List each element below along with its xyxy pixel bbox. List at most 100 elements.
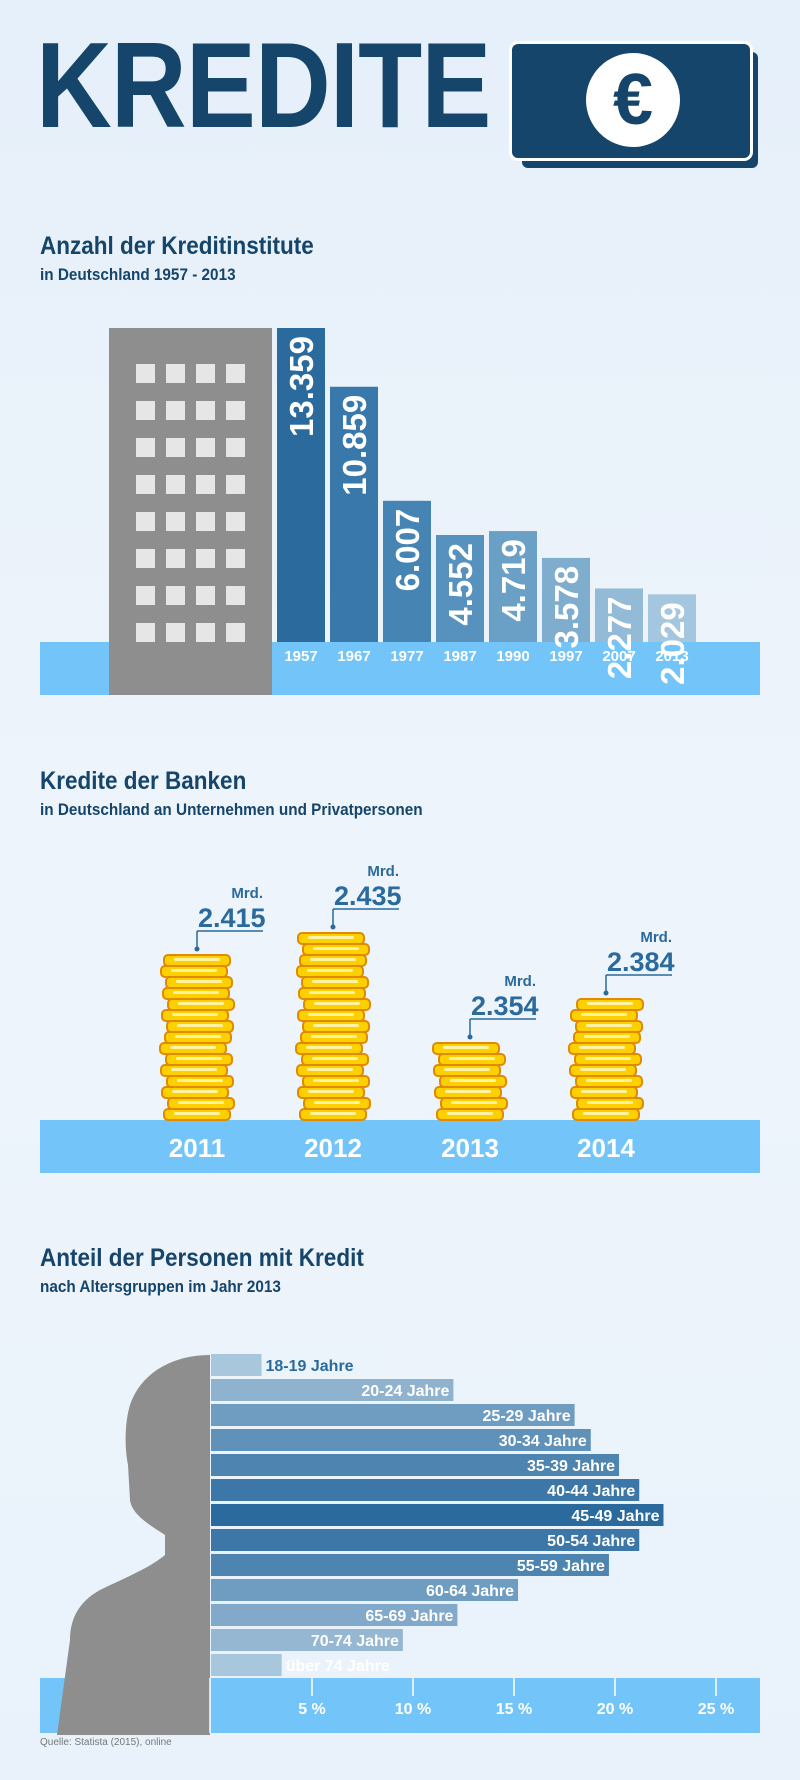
- coin-shine: [176, 980, 222, 983]
- institutes-year-label: 1967: [337, 648, 370, 665]
- coin-shine: [586, 1024, 632, 1027]
- coin-shine: [584, 1035, 630, 1038]
- building-window: [226, 475, 245, 494]
- age-bar: [211, 1554, 609, 1576]
- age-bar: [211, 1579, 519, 1601]
- loan-callout-dot: [194, 946, 200, 952]
- age-bar: [211, 1404, 575, 1426]
- building-window: [196, 549, 215, 568]
- institutes-chart: 13.359 1957 10.859 1967 6.007 1977 4.552 1987 4.…: [40, 328, 760, 695]
- coin-shine: [172, 1090, 218, 1093]
- loan-unit-label: Mrd.: [231, 885, 263, 902]
- coin-shine: [312, 1057, 358, 1060]
- building-window: [136, 549, 155, 568]
- coin-stack-icon: [432, 1042, 508, 1121]
- coin-stack-icon: [295, 932, 371, 1121]
- building-window: [166, 364, 185, 383]
- institutes-title: Anzahl der Kreditinstitute: [40, 232, 314, 260]
- tick-label: 25 %: [698, 1701, 734, 1718]
- building-window: [196, 623, 215, 642]
- coin-stack-icon: [568, 998, 644, 1121]
- building-window: [166, 586, 185, 605]
- coin-shine: [174, 958, 220, 961]
- building-window: [226, 401, 245, 420]
- coin-shine: [171, 1068, 217, 1071]
- building-window: [136, 438, 155, 457]
- loan-unit-label: Mrd.: [640, 929, 672, 946]
- loan-unit-label: Mrd.: [504, 973, 536, 990]
- age-group-label: 60-64 Jahre: [426, 1583, 514, 1600]
- building-window: [196, 512, 215, 531]
- age-bar: [211, 1429, 591, 1451]
- coin-shine: [580, 1068, 626, 1071]
- building-window: [166, 512, 185, 531]
- building-window: [136, 364, 155, 383]
- age-group-label: 20-24 Jahre: [361, 1383, 449, 1400]
- age-group-label: 18-19 Jahre: [266, 1358, 354, 1375]
- coin-shine: [314, 1002, 360, 1005]
- loan-year-label: 2013: [441, 1133, 499, 1163]
- institutes-value-label: 4.719: [495, 539, 532, 622]
- institutes-value-label: 10.859: [336, 395, 373, 496]
- coin-shine: [313, 947, 359, 950]
- euro-sign-icon: €: [612, 60, 654, 140]
- institutes-value-label: 13.359: [283, 336, 320, 437]
- coin-shine: [444, 1068, 490, 1071]
- coin-shine: [310, 1112, 356, 1115]
- loan-year-label: 2012: [304, 1133, 362, 1163]
- tick-label: 20 %: [597, 1701, 633, 1718]
- loans-chart: 2.415Mrd.20112.435Mrd.20122.354Mrd.20132…: [40, 863, 760, 1173]
- euro-coin-circle: [586, 53, 680, 147]
- coin-shine: [309, 991, 355, 994]
- institutes-year-label: 1997: [549, 648, 582, 665]
- institutes-bar-1997: [542, 557, 590, 642]
- coin-shine: [586, 1079, 632, 1082]
- loan-year-label: 2011: [169, 1133, 225, 1163]
- coin-shine: [308, 1013, 354, 1016]
- age-group-label: 40-44 Jahre: [547, 1483, 635, 1500]
- coin-shine: [310, 958, 356, 961]
- institutes-bar-1967: [330, 386, 378, 642]
- source-note: Quelle: Statista (2015), online: [40, 1737, 172, 1748]
- age-bar: [211, 1629, 403, 1651]
- loan-value-label: 2.354: [471, 991, 539, 1021]
- loan-callout-dot: [603, 990, 609, 996]
- loan-unit-label: Mrd.: [367, 863, 399, 880]
- coin-shine: [587, 1002, 633, 1005]
- share-x-axis: 5 % 10 % 15 % 20 % 25 %: [209, 1678, 734, 1733]
- building-window: [226, 586, 245, 605]
- loans-title: Kredite der Banken: [40, 767, 247, 795]
- age-bar: [211, 1479, 640, 1501]
- institutes-value-label: 2.277: [601, 596, 638, 679]
- coin-shine: [306, 1046, 352, 1049]
- age-group-label: 50-54 Jahre: [547, 1533, 635, 1550]
- share-chart: 18-19 Jahre 20-24 Jahre 25-29 Jahre 30-34 J…: [40, 1354, 760, 1735]
- building-window: [166, 475, 185, 494]
- institutes-bar-1977: [383, 500, 431, 642]
- share-subtitle: nach Altersgruppen im Jahr 2013: [40, 1277, 281, 1296]
- coin-shine: [170, 1046, 216, 1049]
- building-window: [136, 623, 155, 642]
- institutes-bar-2007: [595, 588, 643, 642]
- office-building-icon: [109, 328, 272, 695]
- building-window: [226, 623, 245, 642]
- loans-coin-stacks: 2.415Mrd.20112.435Mrd.20122.354Mrd.20132…: [159, 863, 675, 1163]
- institutes-subtitle: in Deutschland 1957 - 2013: [40, 265, 236, 284]
- institutes-year-label: 1957: [284, 648, 317, 665]
- building-window: [136, 475, 155, 494]
- building-window: [136, 586, 155, 605]
- institutes-bar-1957: [277, 328, 325, 642]
- share-title: Anteil der Personen mit Kredit: [40, 1244, 364, 1272]
- coin-shine: [451, 1101, 497, 1104]
- building-window: [136, 512, 155, 531]
- coin-shine: [445, 1090, 491, 1093]
- building-window: [136, 401, 155, 420]
- coin-shine: [171, 969, 217, 972]
- coin-shine: [308, 1090, 354, 1093]
- institutes-value-label: 4.552: [442, 543, 479, 626]
- building-windows: [136, 364, 245, 642]
- institutes-year-label: 1990: [496, 648, 529, 665]
- coin-shine: [177, 1024, 223, 1027]
- coin-shine: [449, 1057, 495, 1060]
- building-window: [196, 401, 215, 420]
